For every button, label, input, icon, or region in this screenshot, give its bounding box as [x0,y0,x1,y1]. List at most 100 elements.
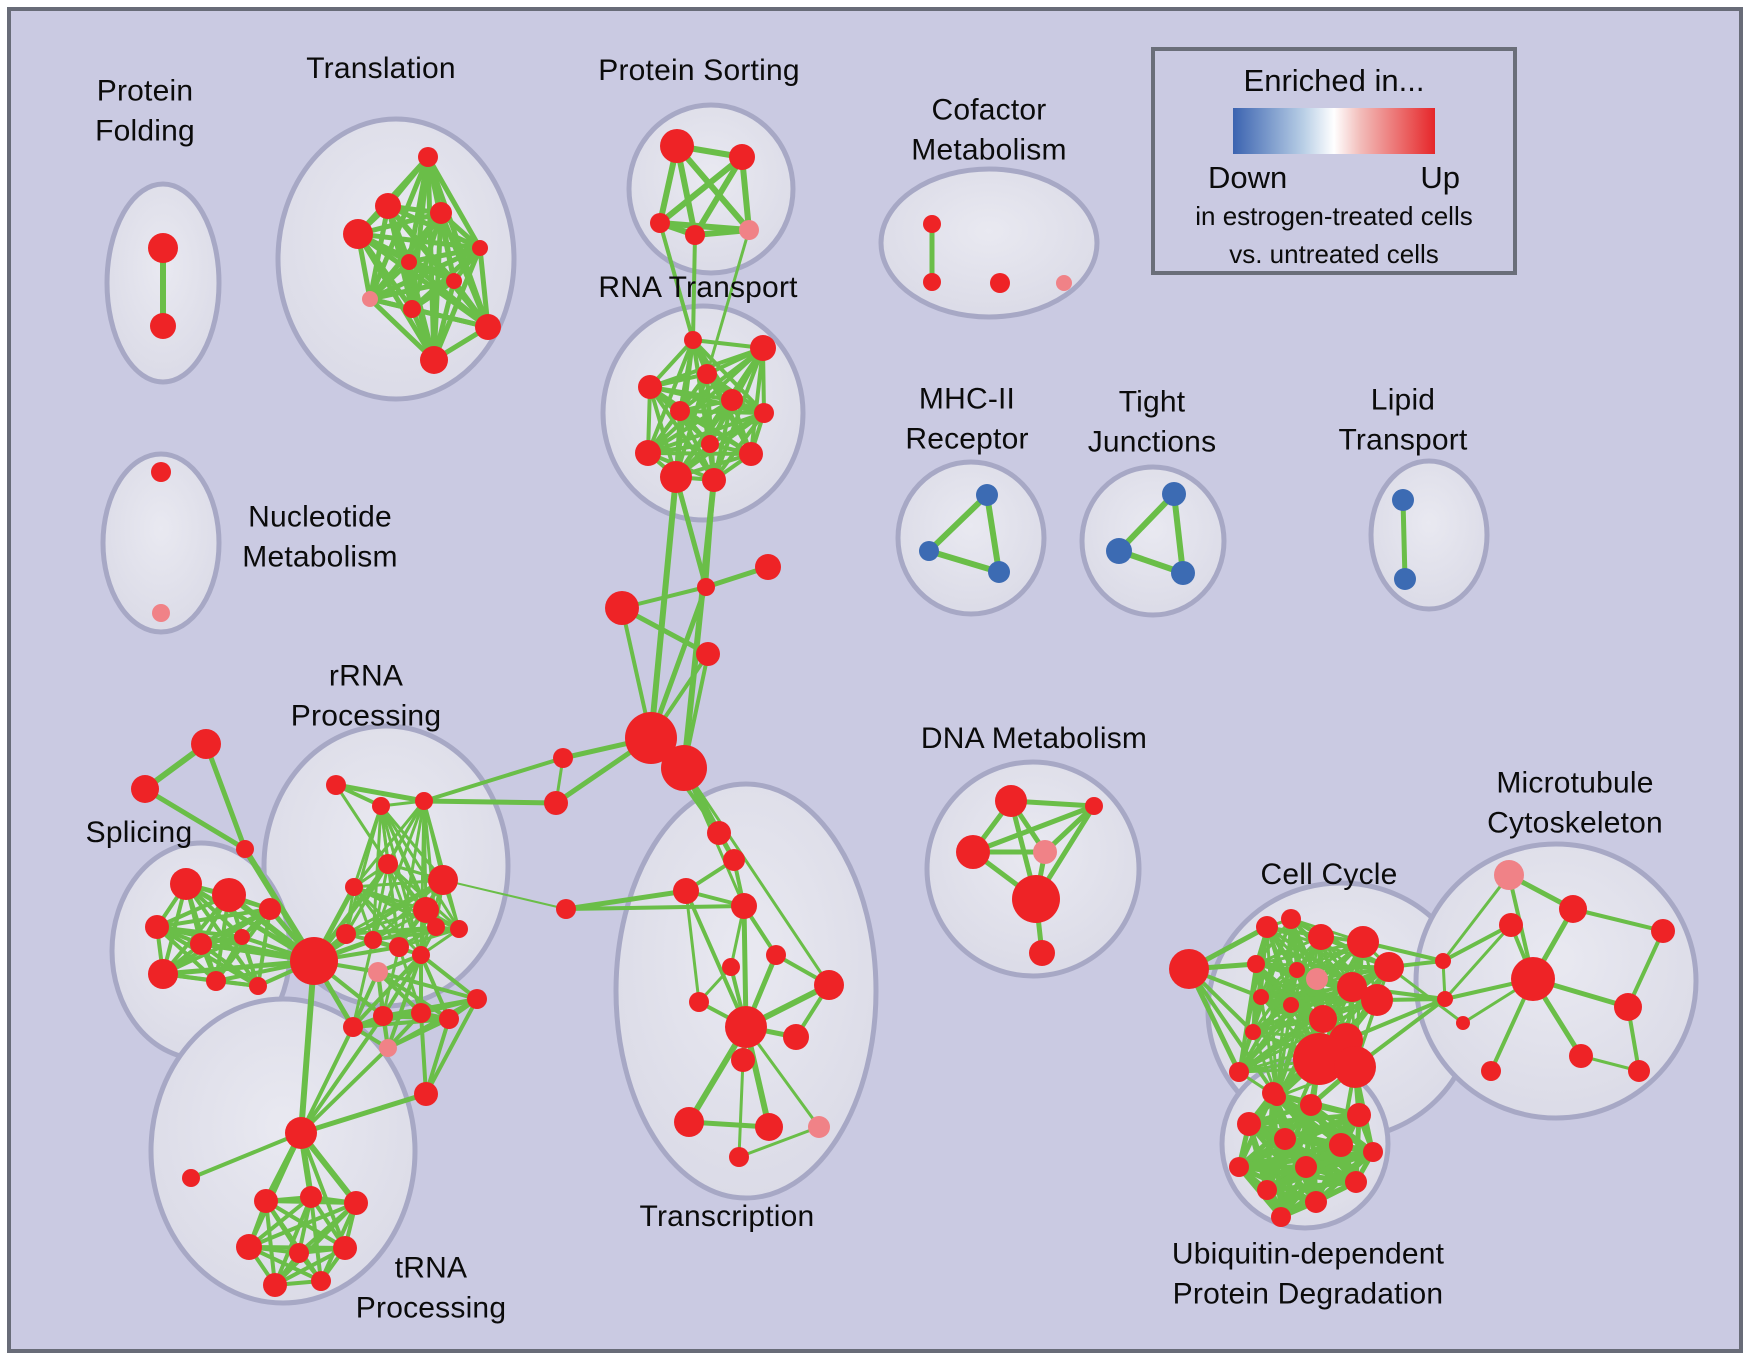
node[interactable] [1029,940,1055,966]
node[interactable] [689,992,709,1012]
node[interactable] [660,129,694,163]
node[interactable] [1437,991,1453,1007]
node[interactable] [1256,916,1278,938]
node[interactable] [467,989,487,1009]
node[interactable] [333,1236,357,1260]
node[interactable] [375,193,401,219]
node[interactable] [450,920,468,938]
node[interactable] [674,1107,704,1137]
node[interactable] [660,461,692,493]
node[interactable] [670,401,690,421]
node[interactable] [326,775,346,795]
node[interactable] [182,1169,200,1187]
node[interactable] [605,591,639,625]
node[interactable] [1628,1060,1650,1082]
node[interactable] [1300,1094,1322,1116]
node[interactable] [750,335,776,361]
node[interactable] [427,918,445,936]
node[interactable] [739,442,763,466]
node[interactable] [1229,1157,1249,1177]
node[interactable] [418,147,438,167]
node[interactable] [1245,1024,1261,1040]
node[interactable] [697,578,715,596]
node[interactable] [1511,957,1555,1001]
node[interactable] [131,775,159,803]
node[interactable] [389,937,409,957]
node[interactable] [1106,538,1132,564]
node[interactable] [723,849,745,871]
node[interactable] [1012,875,1060,923]
node[interactable] [1337,972,1367,1002]
node[interactable] [731,893,757,919]
node[interactable] [701,435,719,453]
node[interactable] [428,865,458,895]
node[interactable] [343,219,373,249]
node[interactable] [1237,1112,1261,1136]
node[interactable] [1559,895,1587,923]
node[interactable] [148,233,178,263]
node[interactable] [1281,909,1301,929]
node[interactable] [1456,1016,1470,1030]
node[interactable] [696,642,720,666]
node[interactable] [362,291,378,307]
node[interactable] [1257,1180,1277,1200]
node[interactable] [722,958,740,976]
node[interactable] [290,937,338,985]
node[interactable] [1499,913,1523,937]
node[interactable] [414,1082,438,1106]
node[interactable] [285,1117,317,1149]
node[interactable] [553,748,573,768]
node[interactable] [249,977,267,995]
node[interactable] [650,213,670,233]
node[interactable] [729,1147,749,1167]
node[interactable] [1295,1156,1317,1178]
node[interactable] [236,1234,262,1260]
node[interactable] [544,791,568,815]
node[interactable] [1271,1207,1291,1227]
node[interactable] [236,840,254,858]
node[interactable] [336,924,356,944]
node[interactable] [1274,1128,1296,1150]
node[interactable] [234,929,250,945]
node[interactable] [446,273,462,289]
node[interactable] [1085,797,1103,815]
node[interactable] [739,220,759,240]
node[interactable] [707,821,731,845]
node[interactable] [685,225,705,245]
node[interactable] [151,462,171,482]
node[interactable] [259,898,281,920]
node[interactable] [919,541,939,561]
node[interactable] [1169,949,1209,989]
node[interactable] [1394,568,1416,590]
node[interactable] [190,933,212,955]
node[interactable] [373,1006,393,1026]
node[interactable] [635,440,661,466]
node[interactable] [731,1048,755,1072]
node[interactable] [191,729,221,759]
node[interactable] [1374,952,1404,982]
node[interactable] [725,1006,767,1048]
node[interactable] [1247,955,1265,973]
node[interactable] [403,300,421,318]
node[interactable] [263,1273,287,1297]
node[interactable] [1308,924,1334,950]
node[interactable] [1329,1133,1353,1157]
node[interactable] [923,215,941,233]
node[interactable] [368,962,388,982]
node[interactable] [1481,1061,1501,1081]
node[interactable] [1306,968,1328,990]
node[interactable] [783,1024,809,1050]
node[interactable] [976,484,998,506]
node[interactable] [1345,1171,1367,1193]
node[interactable] [364,931,382,949]
node[interactable] [1361,984,1393,1016]
node[interactable] [413,897,439,923]
node[interactable] [1651,919,1675,943]
node[interactable] [702,468,726,492]
node[interactable] [145,915,169,939]
node[interactable] [923,273,941,291]
node[interactable] [1392,489,1414,511]
node[interactable] [152,604,170,622]
node[interactable] [1262,1082,1284,1104]
node[interactable] [420,346,448,374]
